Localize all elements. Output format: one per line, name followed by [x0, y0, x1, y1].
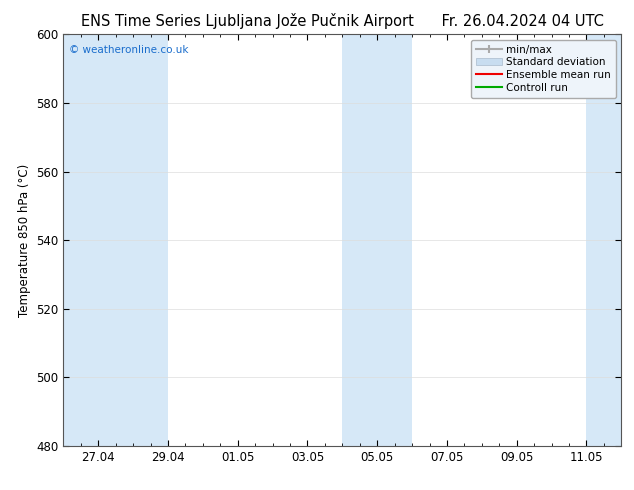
Text: © weatheronline.co.uk: © weatheronline.co.uk [69, 45, 188, 54]
Bar [586, 34, 621, 446]
Title: ENS Time Series Ljubljana Jože Pučnik Airport      Fr. 26.04.2024 04 UTC: ENS Time Series Ljubljana Jože Pučnik Ai… [81, 13, 604, 29]
Bar [342, 34, 412, 446]
Bar [63, 34, 98, 446]
Legend: min/max, Standard deviation, Ensemble mean run, Controll run: min/max, Standard deviation, Ensemble me… [470, 40, 616, 98]
Bar [98, 34, 168, 446]
Y-axis label: Temperature 850 hPa (°C): Temperature 850 hPa (°C) [18, 164, 30, 317]
